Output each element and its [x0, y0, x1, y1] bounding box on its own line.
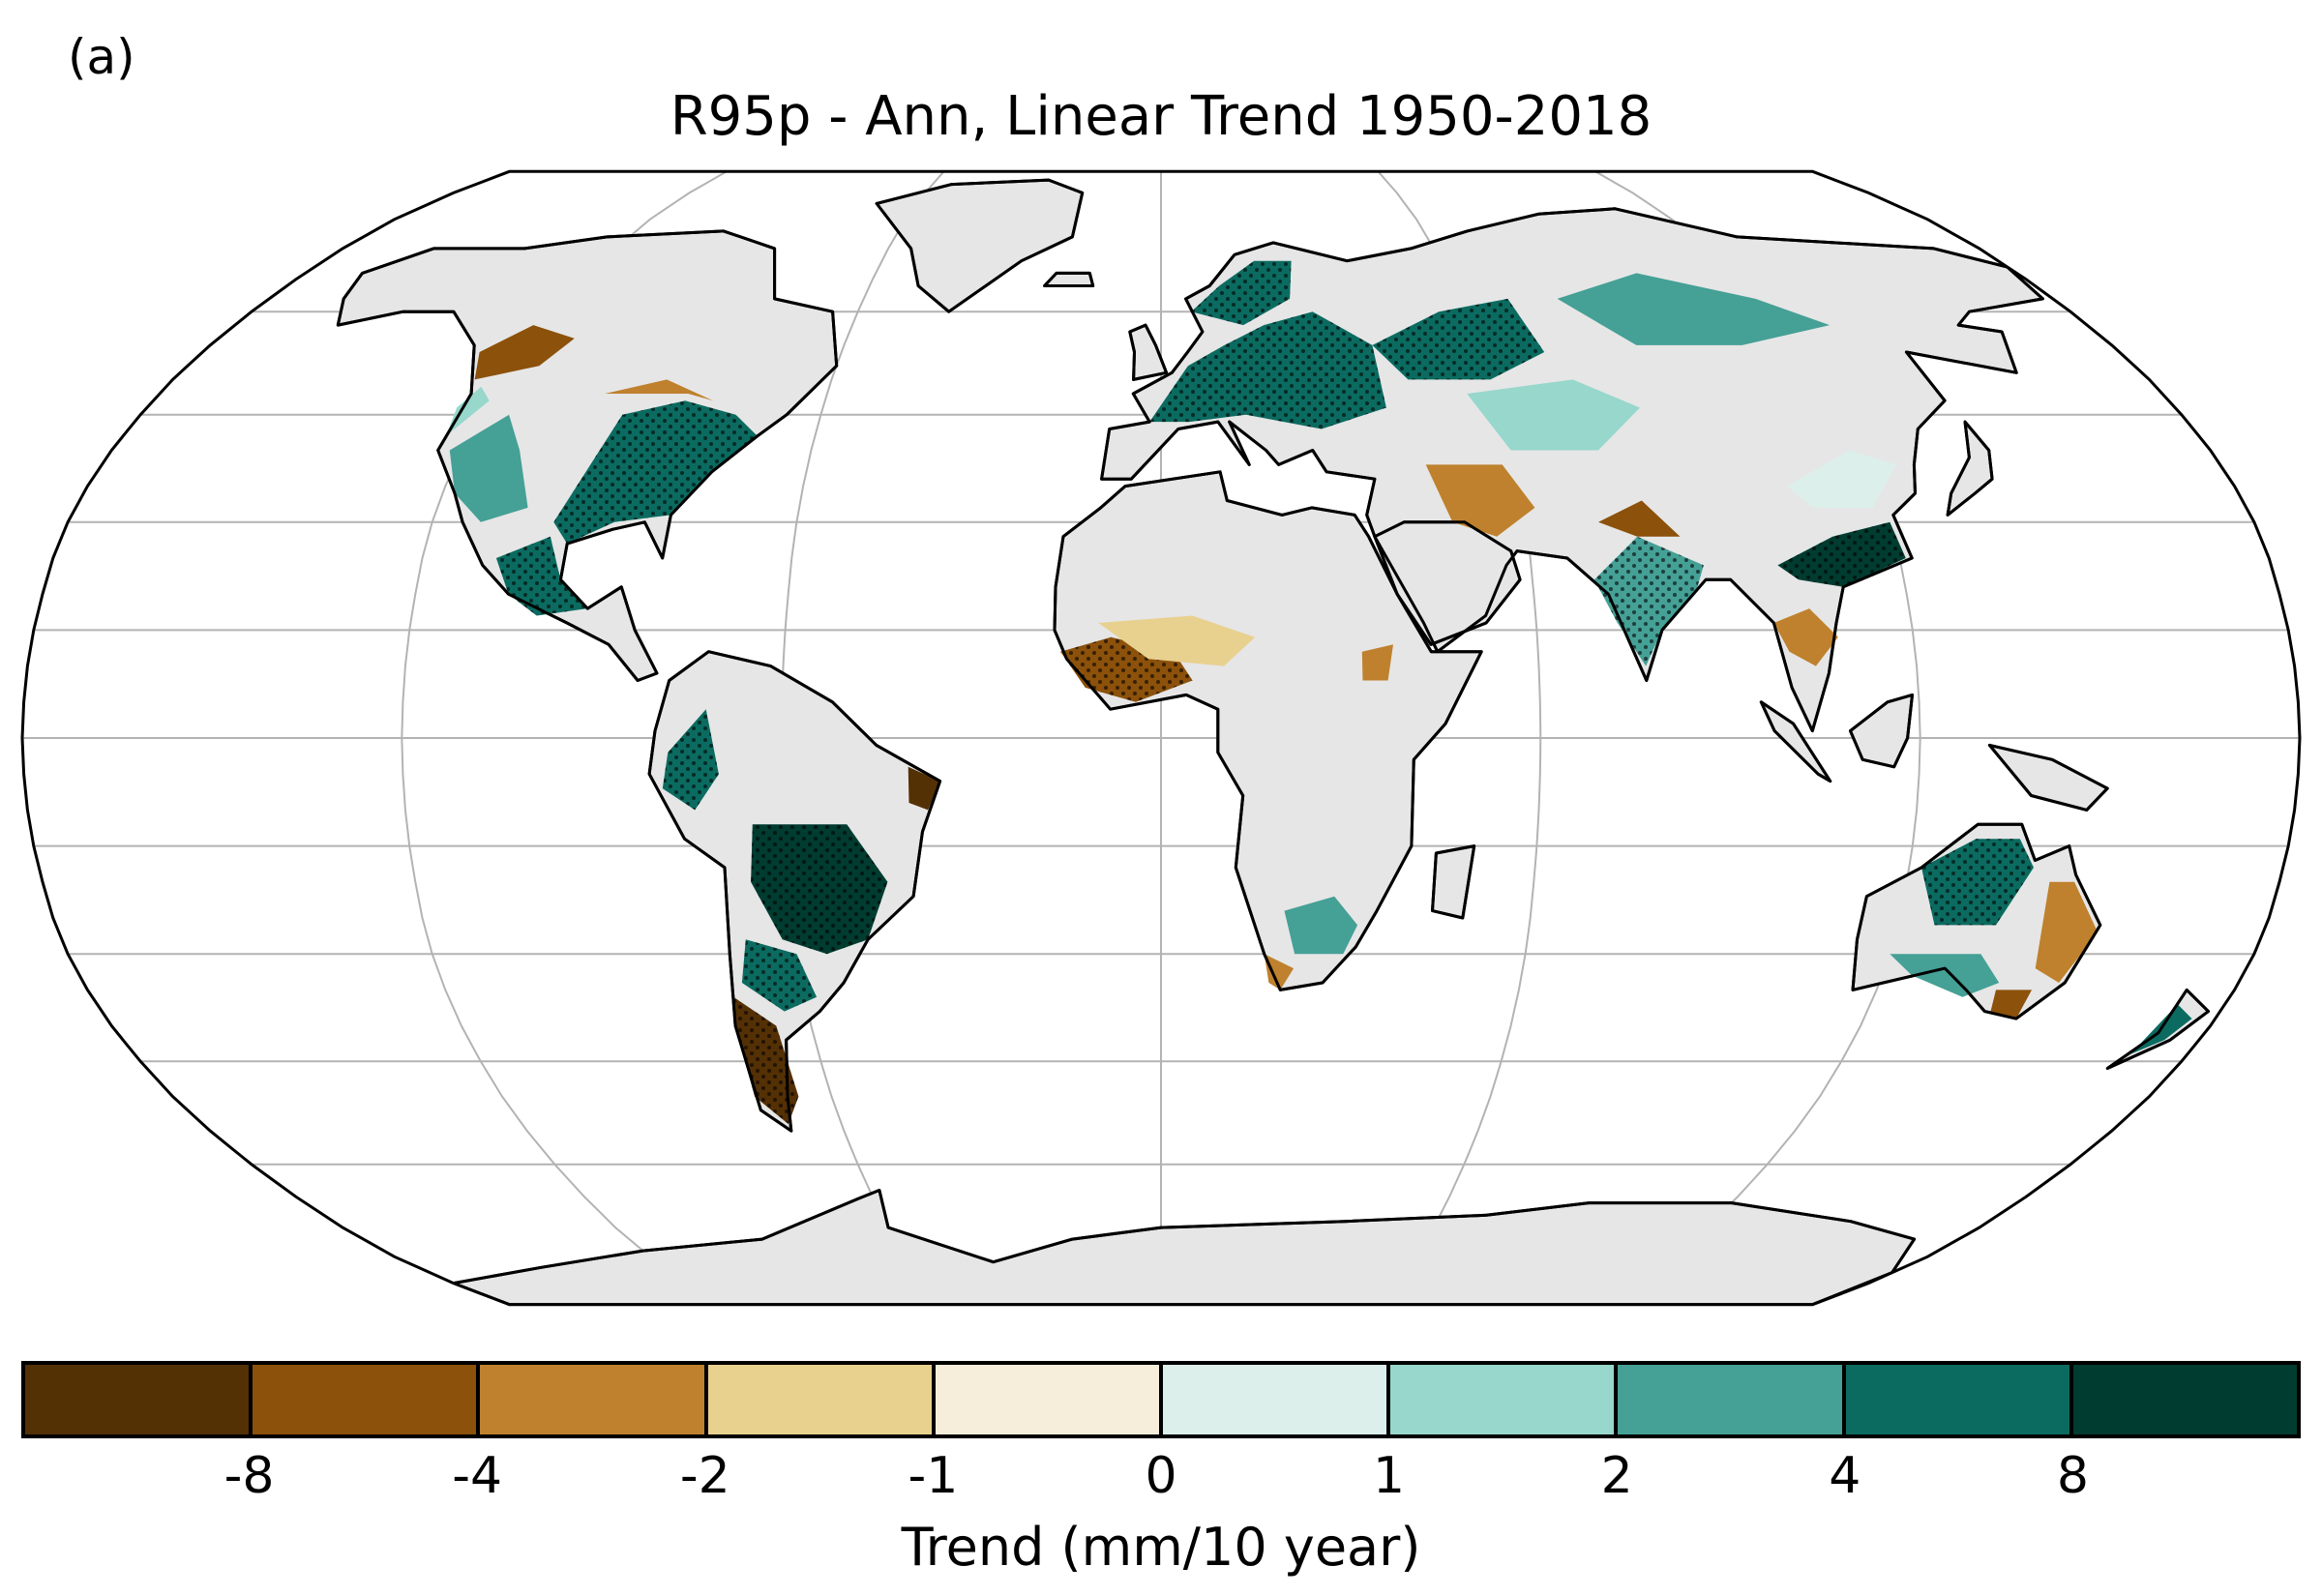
colorbar-bin — [1618, 1365, 1846, 1434]
island-new-guinea-coastline — [1987, 743, 2109, 812]
island-japan — [1946, 420, 1994, 517]
trend-region-india-stippling — [1593, 536, 1704, 666]
colorbar — [21, 1361, 2301, 1438]
trend-region-sahel — [1098, 615, 1256, 666]
colorbar-tick-label: 0 — [1145, 1447, 1177, 1505]
trend-region-argentina-stippling — [741, 939, 818, 1012]
trend-region-amazon-west-stippling — [662, 709, 719, 811]
island-sumatra-coastline — [1759, 700, 1832, 783]
colorbar-tick-label: 8 — [2056, 1447, 2089, 1505]
continent-north-america-coastline — [336, 229, 839, 682]
trend-region-se-asia — [1773, 608, 1838, 666]
colorbar-bin — [25, 1365, 253, 1434]
island-sumatra — [1759, 700, 1832, 783]
trend-region-east-africa — [1361, 644, 1393, 681]
continent-africa-coastline — [1053, 470, 1483, 991]
land-masses — [336, 178, 2210, 1305]
colorbar-tick-label: -8 — [223, 1447, 275, 1505]
trend-region-china-north — [1787, 450, 1897, 508]
trend-region-south-africa-cape — [1264, 954, 1295, 990]
trend-region-western-us — [449, 414, 528, 522]
island-uk-coastline — [1128, 323, 1169, 381]
trend-region-australia-se — [1990, 990, 2032, 1020]
map-boundary — [20, 169, 2302, 1307]
colorbar-label: Trend (mm/10 year) — [901, 1517, 1421, 1578]
trend-region-southern-africa — [1284, 896, 1358, 955]
trend-region-mexico-stippling — [495, 536, 588, 616]
trend-region-amazon-south-stippling — [751, 824, 888, 955]
colorbar-bin — [1845, 1365, 2073, 1434]
island-borneo-coastline — [1849, 693, 1914, 769]
map-title: R95p - Ann, Linear Trend 1950-2018 — [670, 85, 1652, 148]
island-madagascar-coastline — [1431, 844, 1476, 920]
island-iceland-coastline — [1043, 271, 1095, 287]
continent-antarctica-coastline — [452, 1189, 1917, 1305]
colorbar-tick-label: -1 — [908, 1447, 959, 1505]
continent-south-america-coastline — [647, 650, 942, 1133]
island-japan-coastline — [1946, 420, 1994, 517]
trend-region-siberia — [1557, 273, 1831, 345]
colorbar-bin — [480, 1365, 708, 1434]
colorbar-bin — [707, 1365, 936, 1434]
continent-eurasia-coastline — [1100, 207, 2044, 733]
colorbar-tick-label: -2 — [679, 1447, 730, 1505]
trend-region-central-asia — [1467, 379, 1640, 451]
colorbar-tick-label: 2 — [1600, 1447, 1633, 1505]
colorbar-bin — [1390, 1365, 1619, 1434]
colorbar-tick-label: 1 — [1373, 1447, 1406, 1505]
colorbar-bin — [935, 1365, 1164, 1434]
colorbar-tick-label: 4 — [1829, 1447, 1861, 1505]
continent-arabia-coastline — [1373, 520, 1522, 646]
colorbar-bin — [1163, 1365, 1391, 1434]
trend-region-pacific-nw — [446, 386, 490, 436]
island-new-zealand-coastline — [2105, 988, 2210, 1070]
trend-region-iran — [1425, 464, 1535, 537]
trend-region-patagonia-stippling — [733, 996, 799, 1124]
continent-greenland-coastline — [875, 178, 1085, 313]
colorbar-bin — [253, 1365, 481, 1434]
trend-region-europe-stippling — [1149, 311, 1386, 429]
continent-australia-coastline — [1851, 822, 2102, 1020]
trend-region-canada-south — [605, 379, 714, 401]
trend-region-russia-west-stippling — [1372, 298, 1545, 380]
trend-region-australia-south — [1890, 954, 2000, 997]
world-map — [20, 169, 2302, 1307]
trend-region-australia-east — [2035, 881, 2099, 983]
trend-region-eastern-us-stippling — [553, 400, 758, 545]
trend-region-china-south-stippling — [1777, 521, 1906, 587]
colorbar-tick-label: -4 — [452, 1447, 503, 1505]
trend-region-himalaya — [1598, 500, 1681, 537]
colorbar-bin — [2072, 1365, 2298, 1434]
trend-region-scandinavia-stippling — [1191, 260, 1292, 326]
trend-region-australia-north-stippling — [1921, 839, 2034, 926]
panel-label: (a) — [68, 29, 135, 85]
trend-region-canada-west — [474, 325, 575, 380]
